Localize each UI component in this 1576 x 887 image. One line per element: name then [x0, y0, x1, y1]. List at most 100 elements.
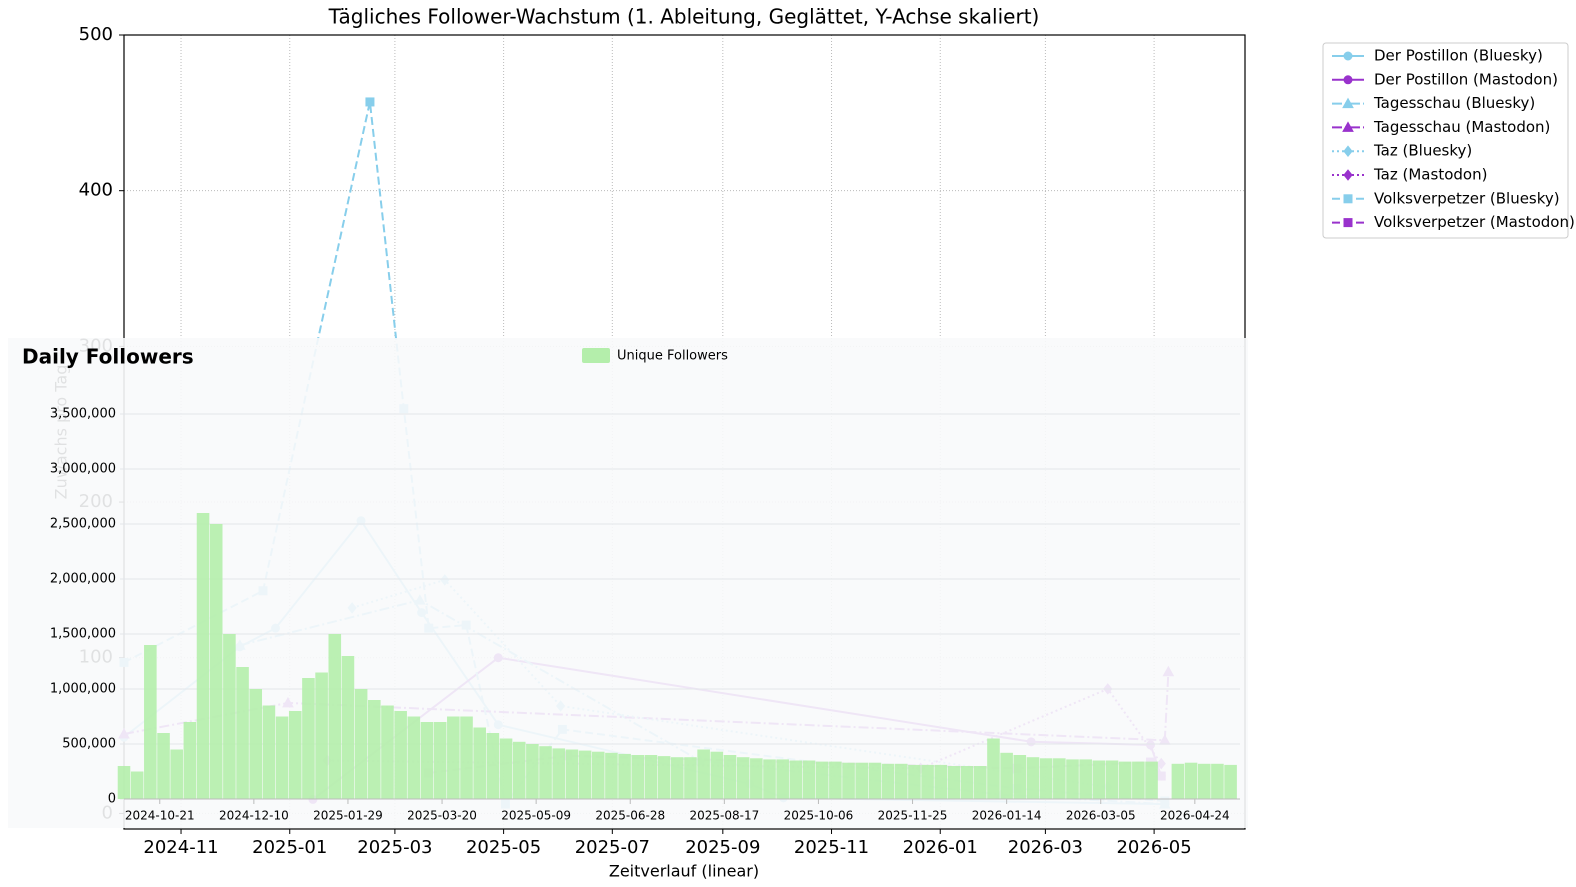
bar: [631, 755, 645, 799]
bar: [1013, 755, 1027, 799]
x-tick-label: 2024-12-10: [219, 809, 289, 823]
marker: [1342, 121, 1354, 132]
legend-label: Tagesschau (Bluesky): [1373, 94, 1535, 112]
bar: [697, 749, 710, 799]
bar: [868, 762, 882, 799]
bar: [539, 746, 552, 799]
legend: Der Postillon (Bluesky) Der Postillon (Ma…: [1322, 42, 1575, 239]
bar: [183, 722, 197, 799]
chart-title: Daily Followers: [22, 345, 194, 369]
bar: [315, 672, 328, 799]
x-tick-label: 2026-05: [1116, 837, 1191, 858]
bar: [750, 758, 763, 799]
bar: [710, 751, 724, 799]
y-tick-label: 400: [79, 180, 113, 201]
bar: [723, 755, 737, 799]
legend-label: Der Postillon (Bluesky): [1374, 47, 1543, 65]
bar: [1053, 758, 1066, 799]
marker: [1343, 194, 1353, 204]
bar: [842, 762, 855, 799]
bar: [1211, 763, 1224, 799]
x-tick-label: 2025-11-25: [878, 809, 948, 823]
bar: [196, 513, 210, 799]
bar: [381, 705, 394, 799]
y-tick-label: 2,000,000: [50, 572, 116, 587]
bar: [328, 634, 342, 799]
bar: [1000, 752, 1013, 799]
bar: [618, 753, 631, 799]
bar: [407, 716, 421, 799]
legend-label: Taz (Bluesky): [1373, 142, 1472, 160]
y-tick-label: 2,500,000: [50, 517, 116, 532]
bar: [881, 763, 895, 799]
bar: [130, 771, 144, 799]
bar: [1026, 757, 1040, 799]
y-tick-label: 3,500,000: [50, 407, 116, 422]
bar: [144, 645, 157, 799]
marker: [365, 97, 375, 107]
bar: [605, 752, 618, 799]
bar: [117, 766, 131, 799]
x-tick-label: 2024-11: [143, 837, 218, 858]
bar: [802, 760, 816, 799]
x-tick-label: 2026-03: [1008, 837, 1083, 858]
bar: [921, 764, 934, 799]
x-tick-label: 2025-03-20: [407, 809, 477, 823]
x-tick-label: 2024-10-21: [125, 809, 195, 823]
bar: [1132, 761, 1145, 799]
x-tick-label: 2025-07: [575, 837, 650, 858]
x-tick-label: 2026-01: [903, 837, 978, 858]
bar: [302, 678, 315, 799]
bar: [789, 760, 803, 799]
x-tick-label: 2025-11: [794, 837, 869, 858]
x-tick-label: 2025-08-17: [689, 809, 759, 823]
bar: [1171, 763, 1185, 799]
bar: [288, 711, 302, 799]
legend-box: [1322, 42, 1569, 239]
bar: [157, 733, 170, 799]
legend-swatch: [582, 348, 610, 363]
bar: [657, 756, 671, 799]
bar: [354, 689, 368, 799]
legend-label: Tagesschau (Mastodon): [1373, 118, 1550, 136]
x-tick-label: 2025-03: [357, 837, 432, 858]
chart-title: Tägliches Follower-Wachstum (1. Ableitun…: [328, 5, 1040, 29]
x-axis-label: Zeitverlauf (linear): [609, 862, 759, 881]
marker: [1343, 75, 1353, 85]
bar: [473, 727, 486, 799]
bar: [1092, 760, 1106, 799]
x-tick-label: 2025-01-29: [313, 809, 383, 823]
x-tick-label: 2025-06-28: [595, 809, 665, 823]
bar: [1197, 763, 1211, 799]
bar: [275, 716, 289, 799]
x-tick-label: 2025-05: [466, 837, 541, 858]
legend-label: Volksverpetzer (Mastodon): [1374, 213, 1575, 231]
bar: [552, 748, 566, 799]
bar: [1224, 764, 1237, 799]
y-tick-label: 500: [79, 24, 113, 45]
x-tick-label: 2026-01-14: [972, 809, 1042, 823]
marker: [1342, 97, 1354, 109]
bar: [1039, 758, 1053, 799]
bar: [223, 634, 236, 799]
marker: [1343, 51, 1353, 61]
bar: [1079, 759, 1092, 799]
bar: [1066, 759, 1079, 799]
legend-label: Der Postillon (Mastodon): [1374, 70, 1558, 88]
y-tick-label: 500,000: [62, 737, 116, 752]
bar: [262, 705, 276, 799]
bar: [934, 764, 948, 799]
bar: [526, 744, 539, 799]
bar: [776, 759, 789, 799]
bar: [591, 751, 605, 799]
bar: [947, 766, 961, 799]
bar: [394, 711, 407, 799]
bar: [829, 761, 842, 799]
legend-label: Volksverpetzer (Bluesky): [1374, 189, 1560, 207]
y-tick-label: 0: [108, 792, 116, 807]
bar: [368, 700, 381, 799]
bar: [486, 733, 500, 799]
bar: [1118, 761, 1132, 799]
bar: [908, 764, 921, 799]
y-tick-label: 1,000,000: [50, 682, 116, 697]
